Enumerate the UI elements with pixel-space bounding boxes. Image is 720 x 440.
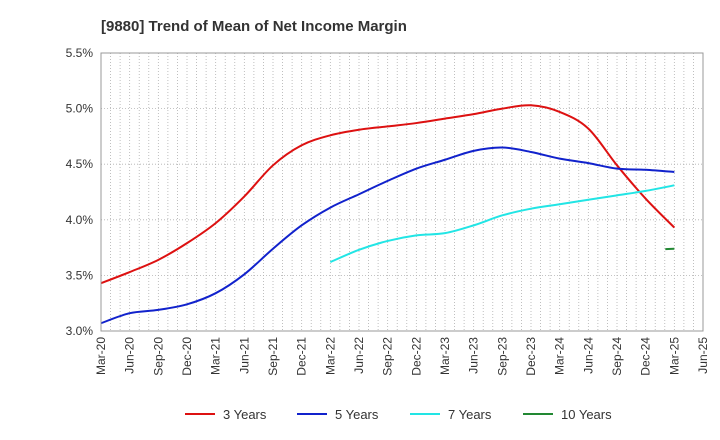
x-tick-label: Mar-23 [438, 337, 452, 375]
x-tick-label: Jun-25 [696, 337, 710, 374]
y-tick-label: 3.0% [66, 324, 94, 338]
series-layer [100, 104, 676, 325]
legend-label-5-years: 5 Years [335, 407, 379, 422]
y-tick-label: 4.0% [66, 213, 94, 227]
x-tick-label: Dec-21 [295, 337, 309, 376]
x-tick-label: Sep-21 [266, 337, 280, 376]
x-tick-label: Mar-20 [94, 337, 108, 375]
x-tick-label: Mar-25 [667, 337, 681, 375]
x-tick-label: Dec-23 [524, 337, 538, 376]
plot-area-border [100, 52, 704, 332]
x-tick-label: Jun-24 [581, 337, 595, 374]
x-tick-label: Dec-22 [409, 337, 423, 376]
series-line-3-years [100, 104, 676, 285]
x-tick-label: Sep-23 [495, 337, 509, 376]
x-tick-label: Jun-23 [467, 337, 481, 374]
legend-label-7-years: 7 Years [448, 407, 492, 422]
x-axis-ticks: Mar-20 Jun-20 Sep-20 Dec-20 Mar-21 Jun-21 Sep-… [94, 337, 710, 376]
chart-title: [9880] Trend of Mean of Net Income Margi… [101, 18, 407, 35]
x-tick-label: Jun-21 [237, 337, 251, 374]
y-tick-label: 3.5% [66, 268, 94, 282]
x-tick-label: Dec-24 [639, 337, 653, 376]
x-tick-label: Jun-20 [123, 337, 137, 374]
x-tick-label: Jun-22 [352, 337, 366, 374]
legend-label-3-years: 3 Years [223, 407, 267, 422]
x-tick-label: Mar-24 [553, 337, 567, 375]
y-tick-label: 5.5% [66, 46, 94, 60]
x-tick-label: Dec-20 [180, 337, 194, 376]
y-tick-label: 5.0% [66, 102, 94, 116]
y-axis-ticks: 3.0% 3.5% 4.0% 4.5% 5.0% 5.5% [66, 46, 94, 338]
series-line-7-years [329, 184, 675, 263]
grid [101, 53, 703, 331]
legend: 3 Years 5 Years 7 Years 10 Years [185, 407, 612, 422]
y-tick-label: 4.5% [66, 157, 94, 171]
x-tick-label: Sep-20 [151, 337, 165, 376]
x-tick-label: Sep-22 [381, 337, 395, 376]
x-tick-label: Mar-21 [209, 337, 223, 375]
x-tick-label: Mar-22 [323, 337, 337, 375]
x-tick-label: Sep-24 [610, 337, 624, 376]
legend-label-10-years: 10 Years [561, 407, 612, 422]
series-line-5-years [100, 146, 675, 325]
